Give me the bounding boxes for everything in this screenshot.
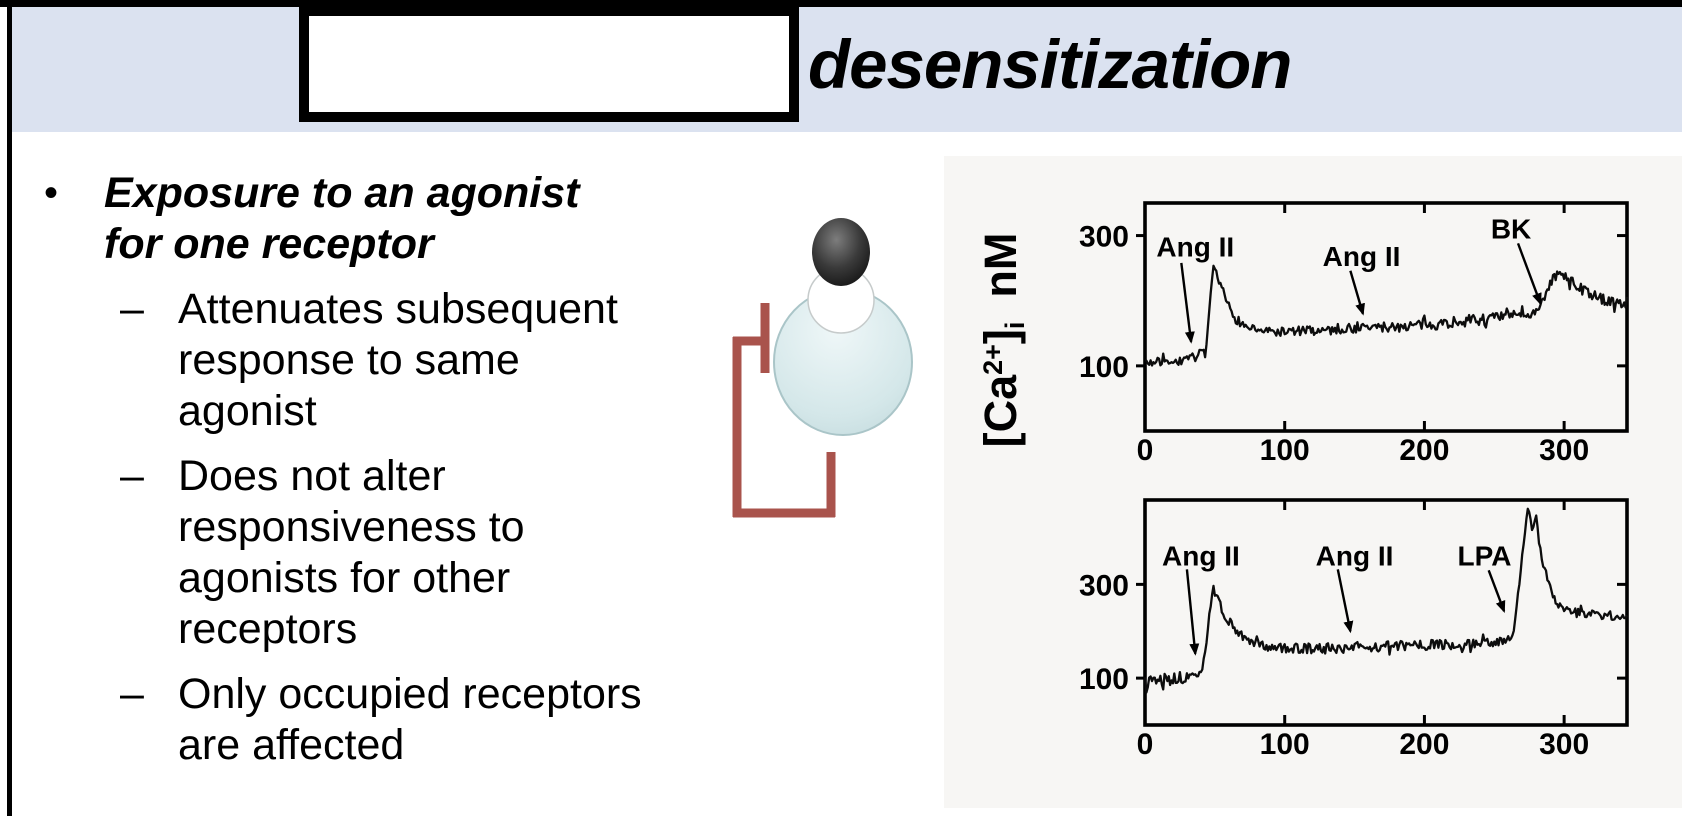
- slide-top-border: [0, 0, 1682, 7]
- bullet-item-sub-1: – Attenuates subsequent response to same…: [40, 284, 720, 437]
- calcium-trace: [1144, 264, 1629, 367]
- annotation-arrow: [1516, 242, 1542, 306]
- x-tick-label: 300: [1539, 434, 1589, 467]
- plot-frame: [1143, 498, 1629, 727]
- bullet-line: responsiveness to: [178, 503, 525, 551]
- bullet-line: Only occupied receptors: [178, 670, 642, 718]
- bullet-line: Attenuates subsequent: [178, 285, 618, 333]
- dash-marker: –: [120, 452, 144, 500]
- bullet-item-sub-2: – Does not alter responsiveness to agoni…: [40, 451, 720, 655]
- x-tick-label: 200: [1399, 434, 1449, 467]
- receptor-diagram: [732, 218, 913, 518]
- feedback-inhibition-bracket: [732, 303, 836, 518]
- bullet-line: agonists for other: [178, 554, 511, 602]
- bullet-item-main: • Exposure to an agonist for one recepto…: [40, 168, 720, 270]
- slide-left-border: [7, 0, 12, 816]
- annotation-arrow: [1487, 569, 1506, 613]
- annotation-label: LPA: [1458, 540, 1512, 571]
- annotation-label: Ang II: [1323, 241, 1401, 272]
- annotation-arrow: [1185, 569, 1200, 656]
- dash-marker: –: [120, 670, 144, 718]
- x-tick-label: 200: [1399, 728, 1449, 761]
- annotation-label: Ang II: [1162, 540, 1240, 571]
- ligand-ball: [812, 218, 870, 286]
- dash-marker: –: [120, 285, 144, 333]
- x-tick-label: 100: [1260, 434, 1310, 467]
- plot-frame: [1143, 201, 1629, 433]
- annotation-label: Ang II: [1316, 540, 1394, 571]
- header-band: [12, 7, 1682, 132]
- y-axis-label: [Ca2+]i nM: [975, 170, 1030, 510]
- annotation-label: Ang II: [1156, 232, 1234, 263]
- figure-background: [944, 156, 1682, 808]
- answer-box: [299, 6, 799, 122]
- page-title: desensitization: [808, 26, 1292, 103]
- y-tick-label: 100: [1079, 351, 1129, 384]
- y-tick-label: 100: [1079, 663, 1129, 696]
- y-axis-subscript: i: [1000, 321, 1030, 330]
- x-tick-label: 0: [1137, 434, 1154, 467]
- bullet-list: • Exposure to an agonist for one recepto…: [40, 168, 720, 771]
- bullet-line: Does not alter: [178, 452, 446, 500]
- bullet-line: for one receptor: [104, 220, 434, 268]
- y-axis-unit: nM: [975, 232, 1026, 298]
- y-axis-label-text: ]: [975, 329, 1026, 345]
- bullet-line: receptors: [178, 605, 358, 653]
- annotation-arrow: [1180, 262, 1195, 344]
- x-tick-label: 100: [1260, 728, 1310, 761]
- y-tick-label: 300: [1079, 221, 1129, 254]
- calcium-trace: [1143, 507, 1629, 694]
- bullet-item-sub-3: – Only occupied receptors are affected: [40, 669, 720, 771]
- bullet-line: are affected: [178, 721, 405, 769]
- bullet-line: Exposure to an agonist: [104, 169, 580, 217]
- bullet-line: agonist: [178, 387, 317, 435]
- bullet-line: response to same: [178, 336, 520, 384]
- y-axis-label-text: [Ca: [975, 374, 1026, 448]
- chart-top: 0 100 200 300 100 300 Ang II Ang II BK: [1079, 201, 1629, 467]
- x-tick-label: 0: [1137, 728, 1154, 761]
- x-tick-label: 300: [1539, 728, 1589, 761]
- y-axis-superscript: 2+: [978, 344, 1008, 375]
- annotation-arrow: [1349, 270, 1365, 316]
- y-tick-label: 300: [1079, 569, 1129, 602]
- bullet-marker: •: [44, 171, 59, 215]
- annotation-arrow: [1336, 569, 1354, 634]
- annotation-label: BK: [1491, 213, 1531, 244]
